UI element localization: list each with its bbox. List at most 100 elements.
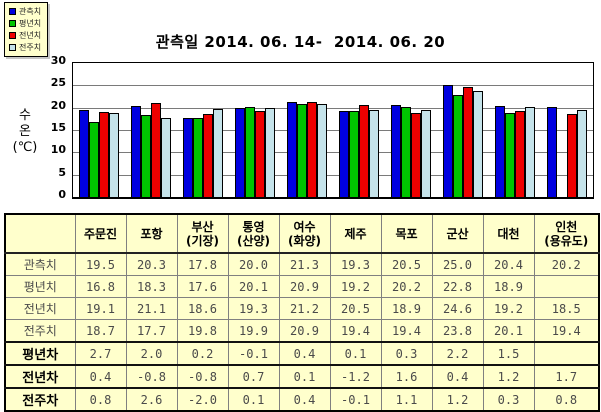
- table-cell: 19.9: [227, 319, 280, 343]
- bar-전주치: [576, 110, 587, 197]
- table-cell: 24.6: [431, 297, 484, 320]
- table-cell: 19.8: [176, 319, 229, 343]
- bar-전주치: [368, 110, 379, 197]
- table-cell: 0.2: [176, 341, 229, 366]
- table-cell: 0.4: [431, 364, 484, 389]
- table-cell: -0.1: [329, 387, 382, 412]
- bar-group-군산: [437, 63, 489, 197]
- bar-평년치: [453, 95, 463, 197]
- legend-swatch-icon: [9, 20, 16, 27]
- table-cell: 21.2: [278, 297, 331, 320]
- table-cell: 18.5: [533, 297, 600, 320]
- bar-전년치: [99, 111, 109, 197]
- bar-group-포항: [125, 63, 177, 197]
- bar-group-부산(기장): [177, 63, 229, 197]
- table-cell: 21.1: [125, 297, 178, 320]
- table-cell: -0.1: [227, 341, 280, 366]
- table-cell: 19.4: [380, 319, 433, 343]
- bar-평년치: [349, 111, 359, 197]
- bar-관측치: [443, 85, 454, 197]
- bar-group-여수(화양): [281, 63, 333, 197]
- table-cell: 0.4: [74, 364, 127, 389]
- table-cell: 20.1: [482, 319, 535, 343]
- bar-관측치: [131, 106, 142, 197]
- table-cell: 20.3: [125, 252, 178, 276]
- bar-평년치: [89, 121, 99, 197]
- y-axis-title: 수 온 (℃): [12, 108, 38, 155]
- y-tick-label: 30: [50, 54, 66, 67]
- table-cell: 18.9: [380, 297, 433, 320]
- gridline: [73, 174, 593, 176]
- bar-전년치: [151, 102, 161, 197]
- chart-legend: 관측치 평년치 전년치 전주치: [4, 2, 49, 57]
- table-row-전주치: 전주치 18.7 17.7 19.8 19.9 20.9 19.4 19.4 23.8 20.1 1…: [4, 319, 600, 343]
- bar-전년치: [359, 105, 369, 197]
- table-row-전주차: 전주차 0.8 2.6 -2.0 0.1 0.4 -0.1 1.1 1.2 0.3 0.8: [4, 387, 600, 412]
- bar-group-인천(용유도): [541, 63, 593, 197]
- bar-평년치: [141, 115, 151, 197]
- legend-label: 관측치: [19, 7, 42, 16]
- table-cell: 0.1: [278, 364, 331, 389]
- table-cell: 18.6: [176, 297, 229, 320]
- bar-관측치: [391, 105, 402, 197]
- table-cell: 17.7: [125, 319, 178, 343]
- column-header: 여수 (화양): [278, 213, 331, 254]
- bar-group-대천: [489, 63, 541, 197]
- column-header: 목포: [380, 213, 433, 254]
- table-cell: 2.2: [431, 341, 484, 366]
- table-cell: 18.3: [125, 275, 178, 298]
- row-label: 전년치: [4, 297, 76, 320]
- chart-title: 관측일 2014. 06. 14- 2014. 06. 20: [155, 33, 446, 51]
- y-tick-label: 20: [50, 98, 66, 112]
- table-cell: 19.4: [329, 319, 382, 343]
- y-tick-label: 5: [58, 165, 66, 179]
- bar-관측치: [79, 109, 90, 197]
- bar-group-통영(산양): [229, 63, 281, 197]
- table-cell: 1.6: [380, 364, 433, 389]
- table-cell: 20.2: [380, 275, 433, 298]
- y-tick-label: 25: [50, 76, 66, 90]
- bar-관측치: [495, 105, 506, 197]
- column-header: 군산: [431, 213, 484, 254]
- row-label: 전년차: [4, 364, 76, 389]
- table-cell: 0.3: [482, 387, 535, 412]
- table-cell: -0.8: [125, 364, 178, 389]
- y-tick-label: 10: [50, 143, 66, 157]
- plot-area: [72, 62, 594, 199]
- table-cell: 25.0: [431, 252, 484, 276]
- column-header: 인천 (용유도): [533, 213, 600, 254]
- table-cell: [533, 275, 600, 298]
- bar-전주치: [160, 117, 171, 197]
- table-cell: 0.8: [533, 387, 600, 412]
- legend-swatch-icon: [9, 44, 16, 51]
- bar-전주치: [212, 108, 223, 197]
- column-header: 주문진: [74, 213, 127, 254]
- table-row-평년치: 평년치 16.8 18.3 17.6 20.1 20.9 19.2 20.2 22.8 18.9: [4, 275, 600, 298]
- table-cell: 0.7: [227, 364, 280, 389]
- table-cell: 22.8: [431, 275, 484, 298]
- table-cell: 0.4: [278, 341, 331, 366]
- bar-전주치: [524, 107, 535, 197]
- table-cell: 0.1: [227, 387, 280, 412]
- table-cell: 16.8: [74, 275, 127, 298]
- table-cell: 19.2: [329, 275, 382, 298]
- legend-item-평년치: 평년치: [9, 19, 41, 28]
- table-cell: 20.9: [278, 319, 331, 343]
- bar-전년치: [255, 110, 265, 197]
- bar-group-제주: [333, 63, 385, 197]
- bar-관측치: [547, 106, 558, 197]
- bar-group-목포: [385, 63, 437, 197]
- column-header: 통영 (산양): [227, 213, 280, 254]
- table-cell: 1.1: [380, 387, 433, 412]
- table-cell: 0.1: [329, 341, 382, 366]
- bar-평년치: [193, 118, 203, 197]
- table-cell: 17.8: [176, 252, 229, 276]
- table-cell: 20.1: [227, 275, 280, 298]
- bar-전주치: [420, 110, 431, 197]
- table-cell: 2.7: [74, 341, 127, 366]
- gridline: [73, 107, 593, 109]
- bar-전년치: [307, 102, 317, 197]
- table-cell: 1.2: [431, 387, 484, 412]
- table-cell: 18.9: [482, 275, 535, 298]
- table-row-전년치: 전년치 19.1 21.1 18.6 19.3 21.2 20.5 18.9 24.6 19.2 1…: [4, 297, 600, 320]
